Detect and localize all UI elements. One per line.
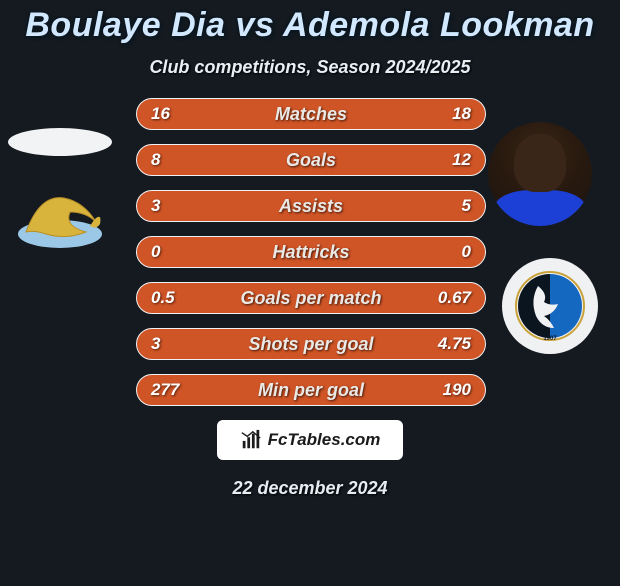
stat-left-value: 0 [151, 242, 160, 262]
stat-row: 0 Hattricks 0 [136, 236, 486, 268]
stat-right-value: 12 [452, 150, 471, 170]
stat-row: 16 Matches 18 [136, 98, 486, 130]
bar-chart-icon [240, 429, 262, 451]
stat-left-value: 3 [151, 196, 160, 216]
stat-right-value: 0.67 [438, 288, 471, 308]
stats-bars: 16Matches188Goals123Assists50Hattricks00… [136, 98, 486, 406]
stat-right-value: 190 [443, 380, 471, 400]
stat-label: Hattricks [272, 242, 349, 263]
subtitle: Club competitions, Season 2024/2025 [0, 57, 620, 78]
stat-right-value: 0 [462, 242, 471, 262]
stat-label: Matches [275, 104, 347, 125]
infographic-date: 22 december 2024 [0, 478, 620, 499]
stat-right-value: 5 [462, 196, 471, 216]
stat-row: 277 Min per goal 190 [136, 374, 486, 406]
stat-right-value: 4.75 [438, 334, 471, 354]
stat-row: 8 Goals 12 [136, 144, 486, 176]
stat-row: 0.5 Goals per match 0.67 [136, 282, 486, 314]
stat-label: Assists [279, 196, 343, 217]
stat-label: Shots per goal [248, 334, 373, 355]
stat-left-value: 3 [151, 334, 160, 354]
fctables-badge[interactable]: FcTables.com [217, 420, 403, 460]
stat-row: 3 Assists 5 [136, 190, 486, 222]
page-title: Boulaye Dia vs Ademola Lookman [0, 6, 620, 45]
stat-label: Min per goal [258, 380, 364, 401]
stat-left-value: 0.5 [151, 288, 175, 308]
stat-left-value: 8 [151, 150, 160, 170]
badge-text: FcTables.com [268, 430, 381, 450]
stat-label: Goals per match [240, 288, 381, 309]
stat-left-value: 277 [151, 380, 179, 400]
stat-left-value: 16 [151, 104, 170, 124]
stat-label: Goals [286, 150, 336, 171]
stat-row: 3 Shots per goal 4.75 [136, 328, 486, 360]
stat-right-value: 18 [452, 104, 471, 124]
